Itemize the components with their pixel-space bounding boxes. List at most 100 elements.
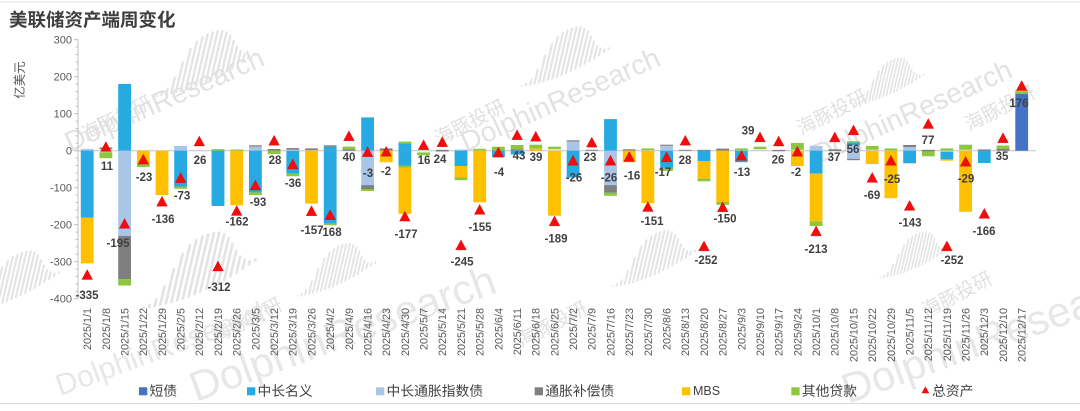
- svg-text:2025/7/9: 2025/7/9: [587, 308, 599, 350]
- svg-text:2025/1/29: 2025/1/29: [157, 308, 169, 356]
- svg-text:-2: -2: [791, 167, 801, 179]
- svg-text:23: 23: [584, 152, 597, 164]
- svg-text:-69: -69: [864, 190, 881, 202]
- svg-text:-200: -200: [50, 220, 72, 232]
- svg-text:-17: -17: [655, 167, 672, 179]
- svg-text:168: 168: [322, 227, 342, 239]
- svg-text:-4: -4: [494, 167, 505, 179]
- svg-text:2025/7/30: 2025/7/30: [643, 308, 655, 356]
- svg-text:MBS: MBS: [693, 384, 720, 398]
- svg-text:-2: -2: [381, 166, 391, 178]
- svg-text:-300: -300: [50, 257, 72, 269]
- svg-text:-25: -25: [884, 174, 901, 186]
- svg-text:2025/2/19: 2025/2/19: [213, 308, 225, 356]
- svg-text:40: 40: [343, 152, 356, 164]
- svg-text:-136: -136: [151, 214, 174, 226]
- svg-text:-16: -16: [624, 171, 641, 183]
- svg-text:2025/2/5: 2025/2/5: [176, 308, 188, 350]
- svg-text:11: 11: [101, 161, 114, 173]
- svg-text:39: 39: [742, 126, 755, 138]
- svg-text:-143: -143: [898, 218, 921, 230]
- svg-text:26: 26: [194, 155, 207, 167]
- svg-text:-150: -150: [713, 214, 736, 226]
- svg-text:-155: -155: [468, 222, 492, 234]
- svg-text:37: 37: [828, 152, 841, 164]
- svg-text:300: 300: [54, 35, 72, 47]
- svg-text:-166: -166: [972, 226, 995, 238]
- svg-text:-93: -93: [250, 197, 267, 209]
- svg-text:-189: -189: [544, 234, 567, 246]
- svg-text:-13: -13: [734, 167, 751, 179]
- svg-text:-252: -252: [694, 255, 717, 267]
- svg-text:2025/7/2: 2025/7/2: [568, 308, 580, 350]
- svg-text:2025/12/10: 2025/12/10: [998, 308, 1010, 362]
- svg-text:2025/6/18: 2025/6/18: [531, 308, 543, 356]
- svg-text:39: 39: [530, 152, 543, 164]
- svg-text:0: 0: [66, 146, 72, 158]
- svg-text:2025/5/21: 2025/5/21: [456, 308, 468, 356]
- svg-text:77: 77: [922, 135, 935, 147]
- svg-text:2025/10/15: 2025/10/15: [848, 308, 860, 362]
- svg-text:24: 24: [434, 154, 447, 166]
- svg-text:-177: -177: [394, 229, 417, 241]
- svg-text:2025/4/2: 2025/4/2: [325, 308, 337, 350]
- svg-text:2025/8/13: 2025/8/13: [680, 308, 692, 356]
- svg-text:-213: -213: [804, 244, 827, 256]
- svg-text:2025/11/19: 2025/11/19: [942, 308, 954, 361]
- svg-text:-151: -151: [640, 216, 664, 228]
- svg-text:2025/7/16: 2025/7/16: [605, 308, 617, 356]
- svg-text:-400: -400: [50, 294, 72, 306]
- svg-text:35: 35: [996, 151, 1009, 163]
- svg-text:-23: -23: [136, 172, 153, 184]
- svg-text:-312: -312: [207, 282, 230, 294]
- svg-text:56: 56: [847, 144, 860, 156]
- svg-text:2025/8/27: 2025/8/27: [718, 308, 730, 356]
- svg-text:2025/10/1: 2025/10/1: [811, 308, 823, 356]
- svg-text:-162: -162: [225, 217, 248, 229]
- svg-text:2025/5/14: 2025/5/14: [437, 308, 449, 356]
- svg-text:-26: -26: [566, 173, 583, 185]
- svg-text:2025/5/28: 2025/5/28: [475, 308, 487, 356]
- svg-text:2025/8/6: 2025/8/6: [662, 308, 674, 350]
- svg-text:2025/9/24: 2025/9/24: [792, 308, 804, 356]
- svg-text:2025/11/5: 2025/11/5: [905, 308, 917, 355]
- svg-text:2025/2/12: 2025/2/12: [194, 308, 206, 356]
- svg-text:-26: -26: [601, 173, 618, 185]
- svg-text:2025/4/30: 2025/4/30: [400, 308, 412, 356]
- svg-text:2025/4/16: 2025/4/16: [362, 308, 374, 356]
- svg-text:2025/3/26: 2025/3/26: [306, 308, 318, 356]
- svg-text:2025/9/10: 2025/9/10: [755, 308, 767, 356]
- svg-text:2025/10/8: 2025/10/8: [830, 308, 842, 356]
- svg-text:2025/9/3: 2025/9/3: [736, 308, 748, 350]
- svg-text:2025/1/8: 2025/1/8: [101, 308, 113, 350]
- svg-text:2025/4/9: 2025/4/9: [344, 308, 356, 350]
- svg-text:2025/12/3: 2025/12/3: [979, 308, 991, 356]
- svg-text:2025/1/15: 2025/1/15: [120, 308, 132, 356]
- svg-text:2025/7/23: 2025/7/23: [624, 308, 636, 356]
- svg-text:-36: -36: [285, 178, 302, 190]
- svg-text:2025/3/5: 2025/3/5: [250, 308, 262, 350]
- svg-text:-195: -195: [106, 238, 130, 250]
- svg-text:100: 100: [54, 109, 72, 121]
- svg-text:-29: -29: [958, 174, 975, 186]
- svg-text:28: 28: [269, 155, 282, 167]
- svg-text:2025/6/11: 2025/6/11: [512, 308, 524, 355]
- svg-text:43: 43: [513, 151, 526, 163]
- svg-text:26: 26: [772, 155, 785, 167]
- svg-text:2025/11/26: 2025/11/26: [961, 308, 973, 361]
- svg-text:-100: -100: [50, 183, 72, 195]
- svg-text:2025/5/7: 2025/5/7: [419, 308, 431, 350]
- svg-text:16: 16: [418, 155, 431, 167]
- svg-text:2025/3/12: 2025/3/12: [269, 308, 281, 356]
- svg-text:2025/10/29: 2025/10/29: [886, 308, 898, 362]
- svg-text:2025/6/25: 2025/6/25: [549, 308, 561, 356]
- svg-text:2025/6/4: 2025/6/4: [493, 308, 505, 350]
- svg-text:2025/3/19: 2025/3/19: [288, 308, 300, 356]
- svg-text:28: 28: [679, 155, 692, 167]
- svg-text:2025/11/12: 2025/11/12: [923, 308, 935, 361]
- svg-text:176: 176: [1009, 98, 1028, 110]
- svg-text:-335: -335: [75, 290, 99, 302]
- svg-text:2025/2/26: 2025/2/26: [232, 308, 244, 356]
- svg-text:2025/9/17: 2025/9/17: [774, 308, 786, 356]
- svg-text:-252: -252: [940, 255, 963, 267]
